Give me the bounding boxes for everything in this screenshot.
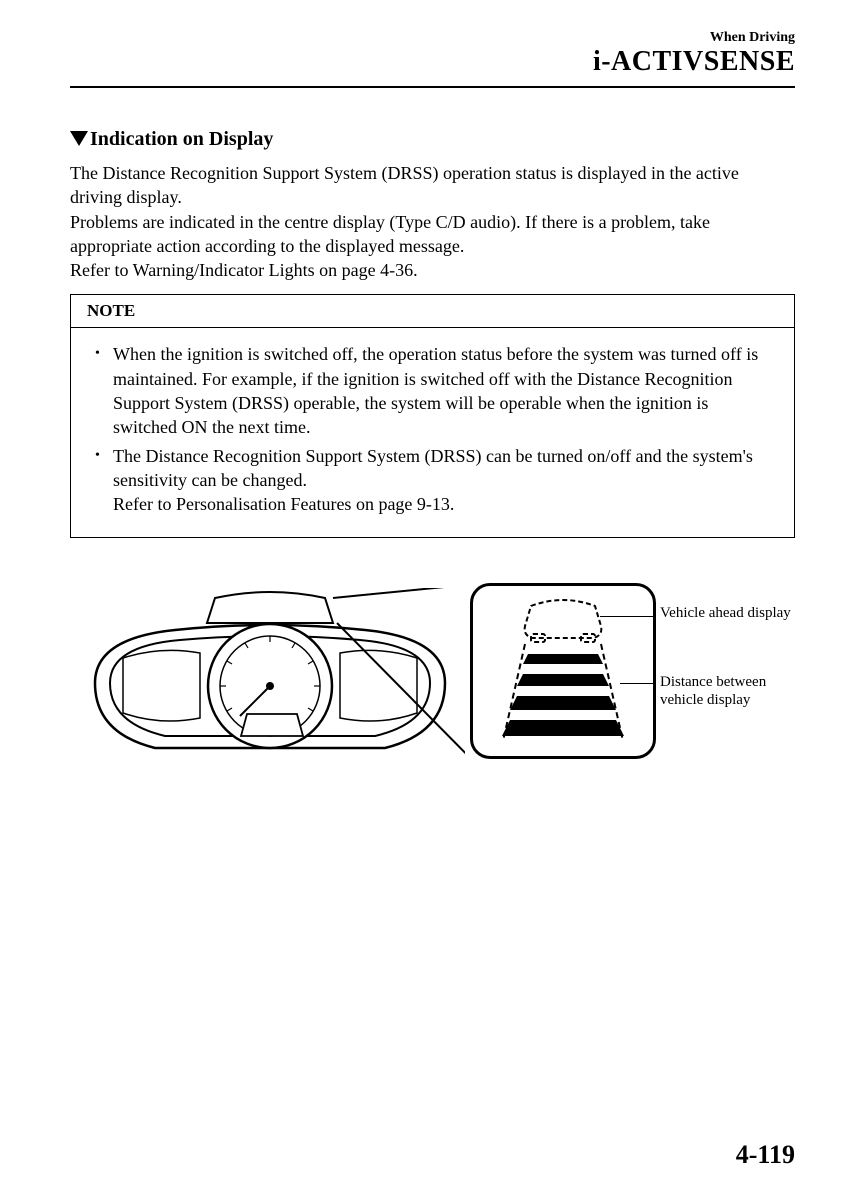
instrument-cluster-illustration — [75, 588, 465, 788]
header-divider — [70, 86, 795, 88]
drss-display-illustration — [473, 586, 653, 756]
page-header: When Driving i-ACTIVSENSE — [70, 30, 795, 78]
callout-box — [470, 583, 656, 759]
paragraph-3: Refer to Warning/Indicator Lights on pag… — [70, 260, 418, 280]
header-title: i-ACTIVSENSE — [70, 46, 795, 78]
section-heading: Indication on Display — [70, 128, 795, 151]
note-item-2: The Distance Recognition Support System … — [113, 444, 774, 517]
paragraph-2: Problems are indicated in the centre dis… — [70, 212, 710, 256]
body-paragraph: The Distance Recognition Support System … — [70, 161, 795, 282]
page-number: 4-119 — [736, 1140, 795, 1170]
down-triangle-icon — [70, 131, 88, 146]
label-leader-line — [600, 616, 655, 617]
note-item-1: When the ignition is switched off, the o… — [113, 342, 774, 439]
diagram-label-vehicle-ahead: Vehicle ahead display — [660, 604, 791, 622]
note-title: NOTE — [71, 295, 794, 328]
paragraph-1: The Distance Recognition Support System … — [70, 163, 739, 207]
manual-page: When Driving i-ACTIVSENSE Indication on … — [0, 0, 845, 1200]
header-category: When Driving — [70, 30, 795, 46]
note-box: NOTE When the ignition is switched off, … — [70, 294, 795, 537]
diagram: Vehicle ahead display Distance between v… — [70, 568, 795, 808]
note-body: When the ignition is switched off, the o… — [71, 328, 794, 536]
diagram-label-distance: Distance between vehicle display — [660, 673, 795, 709]
label-leader-line — [620, 683, 655, 684]
section-heading-text: Indication on Display — [90, 128, 273, 150]
